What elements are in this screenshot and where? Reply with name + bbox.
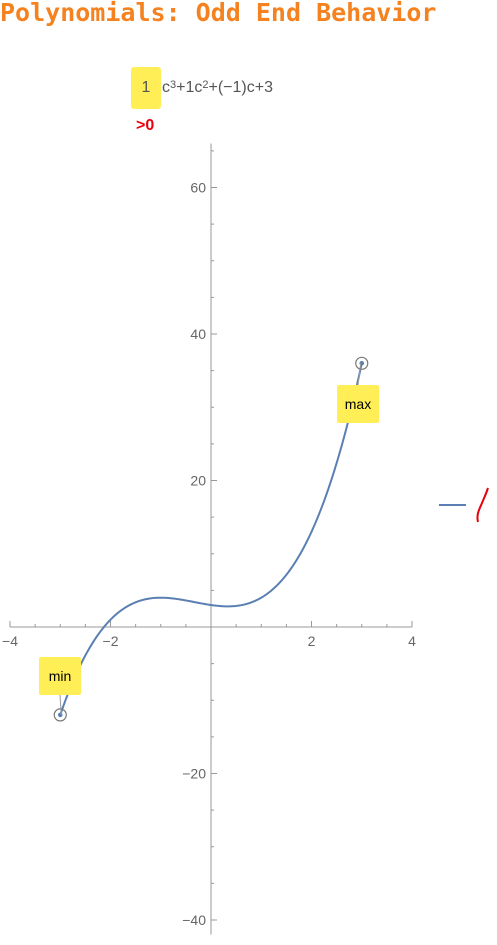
- leading-coefficient-box[interactable]: 1: [131, 67, 161, 109]
- x-tick-label: −2: [103, 633, 119, 649]
- legend-squiggle-icon: [476, 487, 489, 523]
- page-title: Polynomials: Odd End Behavior: [0, 0, 437, 27]
- max-label-text: max: [345, 396, 371, 412]
- y-tick-label: 40: [190, 326, 206, 342]
- formula-exponent-2: 2: [202, 79, 209, 91]
- chart-ticks: −4 −2 2 4 −40 −20 20 40 60: [2, 150, 416, 928]
- chart-axes: [10, 143, 412, 935]
- min-label-text: min: [49, 668, 72, 684]
- polynomial-curve: [59, 363, 363, 716]
- coefficient-sign-label: >0: [136, 117, 155, 134]
- legend: [439, 487, 489, 523]
- min-label-leader: [59, 694, 62, 715]
- x-tick-label: −4: [2, 633, 18, 649]
- x-tick-label: 2: [308, 633, 316, 649]
- min-label-box: [39, 657, 81, 695]
- y-tick-label: 60: [190, 180, 206, 196]
- y-tick-label: −40: [182, 912, 206, 928]
- formula-term-square: +1c: [176, 79, 203, 96]
- polynomial-formula: 1 c 3 +1c 2 +(−1)c+3: [131, 67, 273, 109]
- y-tick-label: −20: [182, 766, 206, 782]
- formula-exponent-3: 3: [170, 79, 177, 91]
- endpoint-markers: min max: [39, 356, 379, 722]
- x-tick-label: 4: [408, 633, 416, 649]
- max-label-leader: [357, 363, 362, 386]
- max-endpoint-ring: [355, 356, 369, 370]
- formula-term-cubic: c: [162, 79, 170, 96]
- min-endpoint-ring: [53, 708, 67, 722]
- max-label-box: [337, 385, 379, 423]
- y-tick-label: 20: [190, 473, 206, 489]
- min-endpoint-point: [57, 712, 63, 718]
- formula-term-rest: +(−1)c+3: [208, 79, 273, 96]
